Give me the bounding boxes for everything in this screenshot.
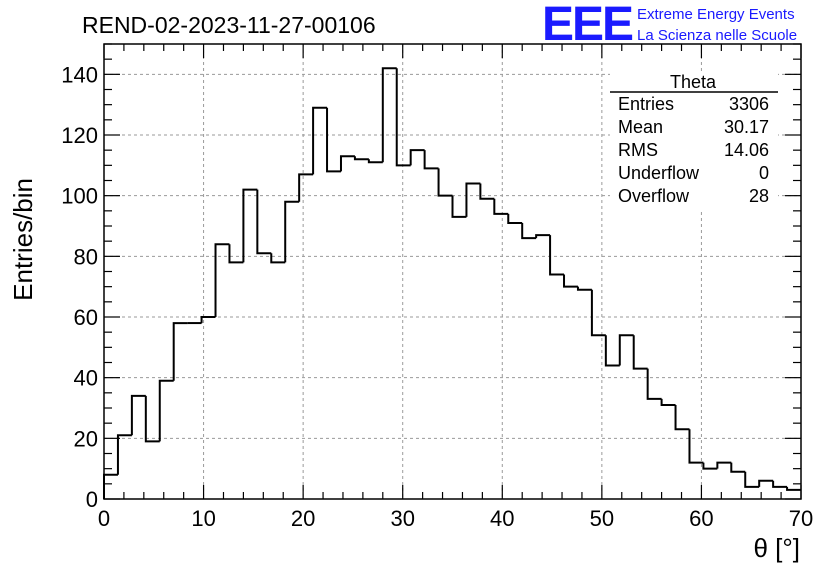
histogram-bin	[270, 253, 286, 264]
histogram-bin	[256, 189, 272, 255]
axes	[103, 43, 802, 500]
y-axis-label: Entries/bin	[8, 178, 38, 301]
y-tick-label: 100	[61, 184, 98, 209]
stats-row-value: 3306	[729, 94, 769, 114]
y-tick-label: 20	[74, 426, 98, 451]
run-title: REND-02-2023-11-27-00106	[82, 12, 376, 38]
stats-title: Theta	[670, 72, 717, 92]
histogram-bin	[618, 334, 634, 366]
stats-row-value: 30.17	[724, 117, 769, 137]
x-tick-label: 60	[689, 506, 713, 531]
histogram-bin	[674, 404, 690, 431]
histogram-bin	[172, 322, 188, 381]
histogram-bin	[772, 480, 788, 488]
histogram-bin	[493, 198, 509, 215]
histogram-bin	[103, 473, 118, 499]
histogram-bin	[716, 461, 732, 469]
histogram-bin	[660, 398, 676, 406]
x-tick-label: 50	[590, 506, 614, 531]
histogram-bin	[786, 486, 801, 491]
logo-line-2: La Scienza nelle Scuole	[637, 27, 797, 44]
histogram-bin	[284, 200, 300, 263]
eee-logo: EEE Extreme Energy Events La Scienza nel…	[542, 0, 797, 51]
histogram-bin	[130, 394, 146, 436]
stats-box: Theta Entries 3306 Mean 30.17 RMS 14.06 Underf…	[610, 72, 778, 210]
x-tick-label: 10	[191, 506, 215, 531]
y-tick-label: 0	[86, 487, 98, 512]
y-tick-label: 120	[61, 123, 98, 148]
y-tick-label: 40	[74, 366, 98, 391]
stats-box-background	[610, 72, 778, 210]
histogram-bin	[590, 289, 606, 337]
stats-row-value: 14.06	[724, 140, 769, 160]
histogram-bin	[702, 462, 718, 470]
histogram-bin	[535, 234, 551, 239]
histogram-bin	[326, 107, 341, 173]
histogram-bin	[353, 156, 369, 161]
histogram-bin	[563, 274, 578, 288]
histogram-bin	[423, 150, 439, 170]
y-tick-label: 80	[74, 244, 98, 269]
x-tick-label: 30	[390, 506, 414, 531]
x-tick-label: 0	[98, 506, 110, 531]
histogram-bin	[144, 395, 160, 443]
x-tick-label: 40	[490, 506, 514, 531]
stats-row-label: Overflow	[618, 186, 690, 206]
x-tick-label: 20	[291, 506, 315, 531]
histogram-bin	[730, 462, 746, 473]
stats-row-value: 0	[759, 163, 769, 183]
histogram-bin	[116, 434, 132, 475]
histogram-bin	[549, 235, 565, 276]
logo-text: EEE	[542, 0, 633, 51]
x-tick-label: 70	[789, 506, 813, 531]
x-axis-label: θ [°]	[753, 533, 800, 563]
histogram-bin	[298, 173, 314, 202]
histogram-bin	[646, 368, 662, 400]
histogram-bin	[451, 195, 467, 218]
histogram-bin	[214, 243, 230, 317]
histogram-bin	[507, 213, 523, 224]
histogram-bin	[200, 316, 216, 324]
stats-row-value: 28	[749, 186, 769, 206]
stats-row-label: Mean	[618, 117, 663, 137]
stats-row-label: Entries	[618, 94, 674, 114]
histogram-bin	[339, 155, 355, 172]
histogram-bin	[367, 159, 383, 164]
stats-row-label: Underflow	[618, 163, 700, 183]
histogram-bin	[744, 471, 760, 488]
histogram-bin	[688, 429, 704, 464]
logo-line-1: Extreme Energy Events	[637, 6, 795, 23]
histogram-bin	[632, 335, 648, 370]
histogram-bin	[479, 183, 495, 200]
histogram-bin	[228, 244, 244, 264]
y-tick-label: 60	[74, 305, 98, 330]
histogram-series	[103, 67, 801, 499]
histogram-bin	[465, 182, 481, 217]
histogram-bin	[312, 106, 328, 175]
histogram-bin	[437, 168, 453, 197]
tick-labels: 0 10 20 30 40 50 60 70 0 20 40 60 80 100 120 140	[61, 62, 813, 531]
y-tick-label: 140	[61, 62, 98, 87]
histogram-bin	[604, 335, 620, 367]
histogram-bin	[576, 286, 592, 291]
stats-row-label: RMS	[618, 140, 658, 160]
histogram-bin	[158, 379, 174, 442]
histogram-bin	[521, 222, 537, 240]
histogram-bin	[381, 67, 397, 163]
histogram-bin	[242, 188, 258, 263]
stats-rows: Entries 3306 Mean 30.17 RMS 14.06 Underflow 0 Ov…	[618, 94, 769, 206]
histogram-bin	[395, 68, 411, 167]
histogram-bin	[409, 149, 425, 166]
grid	[104, 44, 801, 499]
histogram-bin	[758, 479, 774, 487]
